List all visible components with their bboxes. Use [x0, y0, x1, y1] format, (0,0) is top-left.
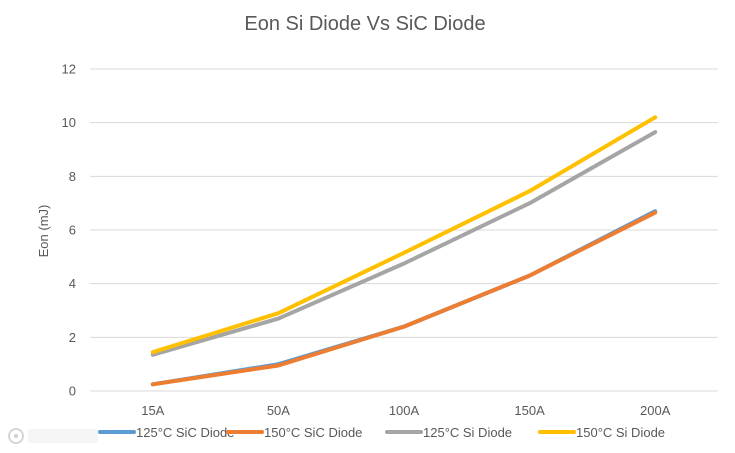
x-tick-label: 150A — [514, 403, 545, 418]
x-tick-label: 100A — [389, 403, 420, 418]
series-line-2 — [150, 130, 658, 357]
y-axis-label: Eon (mJ) — [36, 205, 51, 258]
series-line-1 — [150, 210, 658, 387]
y-tick-label: 10 — [62, 115, 76, 130]
y-tick-label: 6 — [69, 223, 76, 238]
y-tick-label: 8 — [69, 169, 76, 184]
legend-item: 125°C Si Diode — [385, 425, 512, 440]
y-tick-label: 12 — [62, 62, 76, 77]
series-lines — [150, 115, 658, 387]
legend-item: 125°C SiC Diode — [98, 425, 234, 440]
x-tick-label: 50A — [267, 403, 290, 418]
x-tick-label: 15A — [141, 403, 164, 418]
legend-item: 150°C Si Diode — [538, 425, 665, 440]
series-line-3 — [150, 115, 658, 355]
legend-label: 150°C SiC Diode — [264, 425, 362, 440]
y-tick-label: 0 — [69, 384, 76, 399]
chart-title: Eon Si Diode Vs SiC Diode — [244, 13, 485, 35]
legend: 125°C SiC Diode 150°C SiC Diode 125°C Si D… — [98, 425, 665, 440]
y-tick-label: 2 — [69, 330, 76, 345]
watermark-logo — [6, 425, 102, 447]
legend-label: 150°C Si Diode — [576, 425, 665, 440]
legend-label: 125°C SiC Diode — [136, 425, 234, 440]
legend-item: 150°C SiC Diode — [226, 425, 362, 440]
x-tick-label: 200A — [640, 403, 671, 418]
logo-icon — [8, 428, 98, 444]
tick-labels: 0 2 4 6 8 10 12 15A 50A 100A 150A 200A — [62, 62, 671, 419]
y-tick-label: 4 — [69, 276, 76, 291]
legend-label: 125°C Si Diode — [423, 425, 512, 440]
